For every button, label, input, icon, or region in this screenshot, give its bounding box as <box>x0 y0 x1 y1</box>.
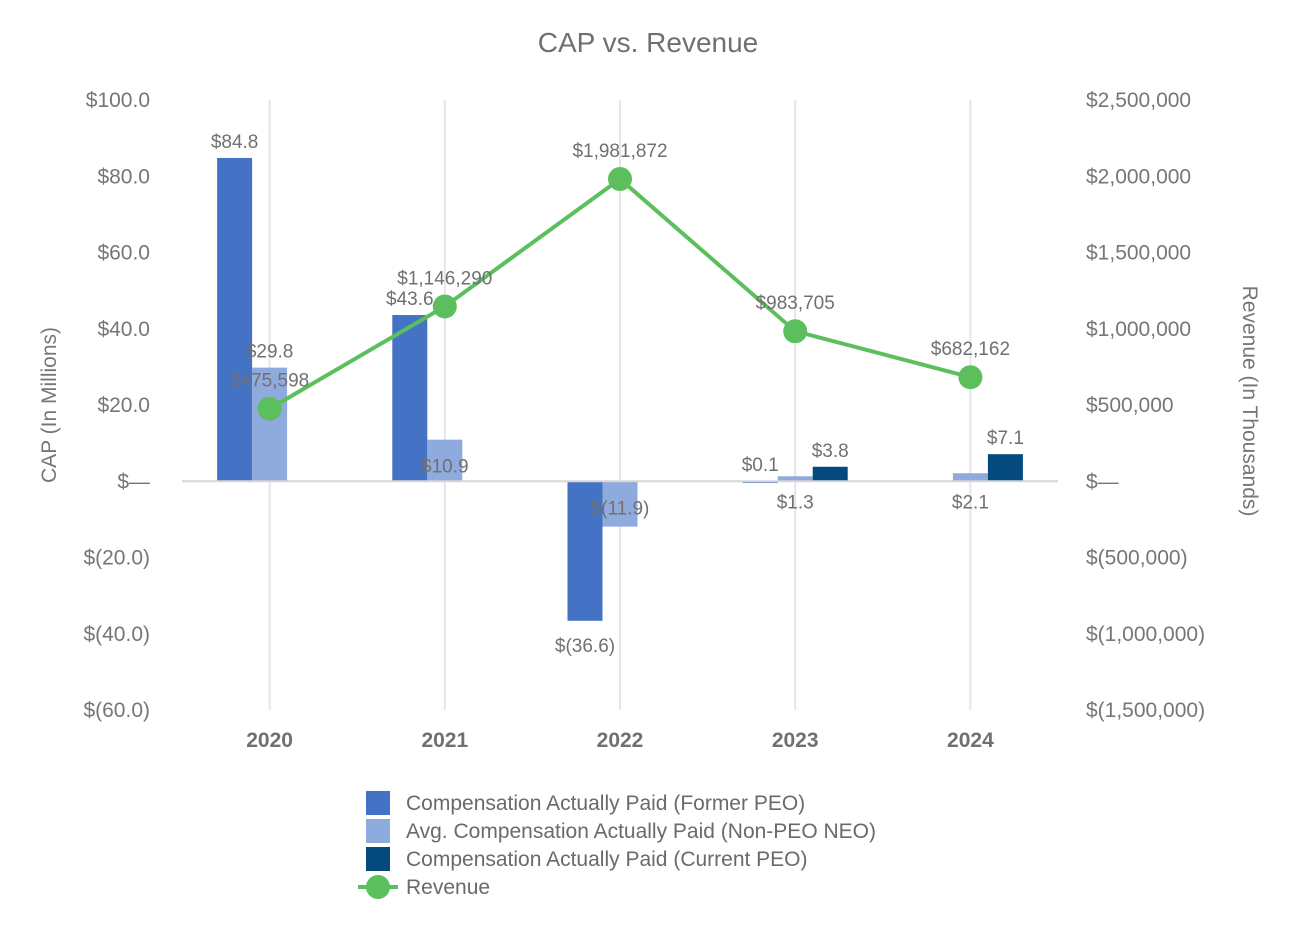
legend-label: Compensation Actually Paid (Former PEO) <box>406 792 805 815</box>
category-label-2021: 2021 <box>421 729 468 752</box>
bar-0-2020 <box>217 157 253 482</box>
bar-series <box>217 157 1023 621</box>
bar-1-2024 <box>952 473 988 482</box>
left-axis-title: CAP (In Millions) <box>38 327 61 483</box>
legend-swatch <box>366 791 390 815</box>
right-tick-label: $(1,500,000) <box>1086 699 1205 722</box>
bar-data-label: $29.8 <box>246 342 294 363</box>
legend-swatch <box>366 819 390 843</box>
right-tick-label: $500,000 <box>1086 394 1174 417</box>
revenue-data-label: $1,146,290 <box>397 268 492 289</box>
right-tick-label: $(500,000) <box>1086 547 1188 570</box>
category-label-2022: 2022 <box>597 729 644 752</box>
bar-0-2022 <box>567 481 603 621</box>
left-tick-label: $60.0 <box>97 242 150 265</box>
category-label-2020: 2020 <box>246 729 293 752</box>
revenue-point-2024 <box>958 365 983 390</box>
right-tick-label: $— <box>1086 470 1119 493</box>
left-tick-label: $— <box>117 470 150 493</box>
right-tick-label: $2,500,000 <box>1086 89 1191 112</box>
category-label-2024: 2024 <box>947 729 994 752</box>
legend-label: Avg. Compensation Actually Paid (Non-PEO… <box>406 820 876 843</box>
bar-data-label: $0.1 <box>742 455 779 476</box>
revenue-point-2021 <box>432 294 457 319</box>
right-tick-label: $2,000,000 <box>1086 165 1191 188</box>
bar-data-label: $84.8 <box>211 132 259 153</box>
bar-data-label: $7.1 <box>987 428 1024 449</box>
legend-label: Revenue <box>406 876 490 899</box>
revenue-point-2020 <box>257 396 282 421</box>
right-axis-ticks: $2,500,000 $2,000,000 $1,500,000 $1,000,000… <box>1086 89 1205 722</box>
legend-marker <box>366 875 390 899</box>
bar-0-2021 <box>392 315 428 482</box>
right-tick-label: $(1,000,000) <box>1086 623 1205 646</box>
bar-data-label: $1.3 <box>777 492 814 513</box>
chart-legend: Compensation Actually Paid (Former PEO) A… <box>358 791 876 899</box>
bar-1-2020 <box>252 367 288 482</box>
left-tick-label: $80.0 <box>97 165 150 188</box>
left-tick-label: $(20.0) <box>83 547 150 570</box>
bar-1-2021 <box>427 439 463 482</box>
bar-2-2024 <box>987 454 1023 482</box>
bar-data-label: $2.1 <box>952 492 989 513</box>
left-axis-ticks: $100.0 $80.0 $60.0 $40.0 $20.0 $— $(20.0) $(40.… <box>83 89 150 722</box>
legend-label: Compensation Actually Paid (Current PEO) <box>406 848 808 871</box>
bar-1-2022 <box>602 481 638 527</box>
revenue-line-series <box>257 167 983 421</box>
bar-data-label: $43.6 <box>386 289 434 310</box>
bar-data-label: $10.9 <box>421 456 469 477</box>
revenue-data-label: $1,981,872 <box>572 141 667 162</box>
revenue-data-label: $475,598 <box>230 371 309 392</box>
left-tick-label: $(40.0) <box>83 623 150 646</box>
gridlines <box>268 100 972 710</box>
right-tick-label: $1,500,000 <box>1086 242 1191 265</box>
bar-data-label: $3.8 <box>812 441 849 462</box>
category-axis-labels: 2020 2021 2022 2023 2024 <box>246 729 994 752</box>
category-label-2023: 2023 <box>772 729 819 752</box>
legend-swatch <box>366 847 390 871</box>
data-labels: $84.8 $43.6 $(36.6) $0.1 $29.8 $10.9 $(11.9) $1… <box>211 132 1024 657</box>
left-tick-label: $40.0 <box>97 318 150 341</box>
bar-data-label: $(36.6) <box>555 636 615 657</box>
revenue-data-label: $983,705 <box>756 293 835 314</box>
revenue-point-2023 <box>783 319 808 344</box>
revenue-data-label: $682,162 <box>931 339 1010 360</box>
bar-2-2023 <box>812 466 848 482</box>
revenue-point-2022 <box>608 167 632 192</box>
bar-data-label: $(11.9) <box>591 498 650 519</box>
right-axis-title: Revenue (In Thousands) <box>1238 286 1261 517</box>
left-tick-label: $20.0 <box>97 394 150 417</box>
left-tick-label: $(60.0) <box>83 699 150 722</box>
right-tick-label: $1,000,000 <box>1086 318 1191 341</box>
bar-1-2023 <box>777 476 813 482</box>
chart-title: CAP vs. Revenue <box>538 27 759 58</box>
left-tick-label: $100.0 <box>86 89 150 112</box>
